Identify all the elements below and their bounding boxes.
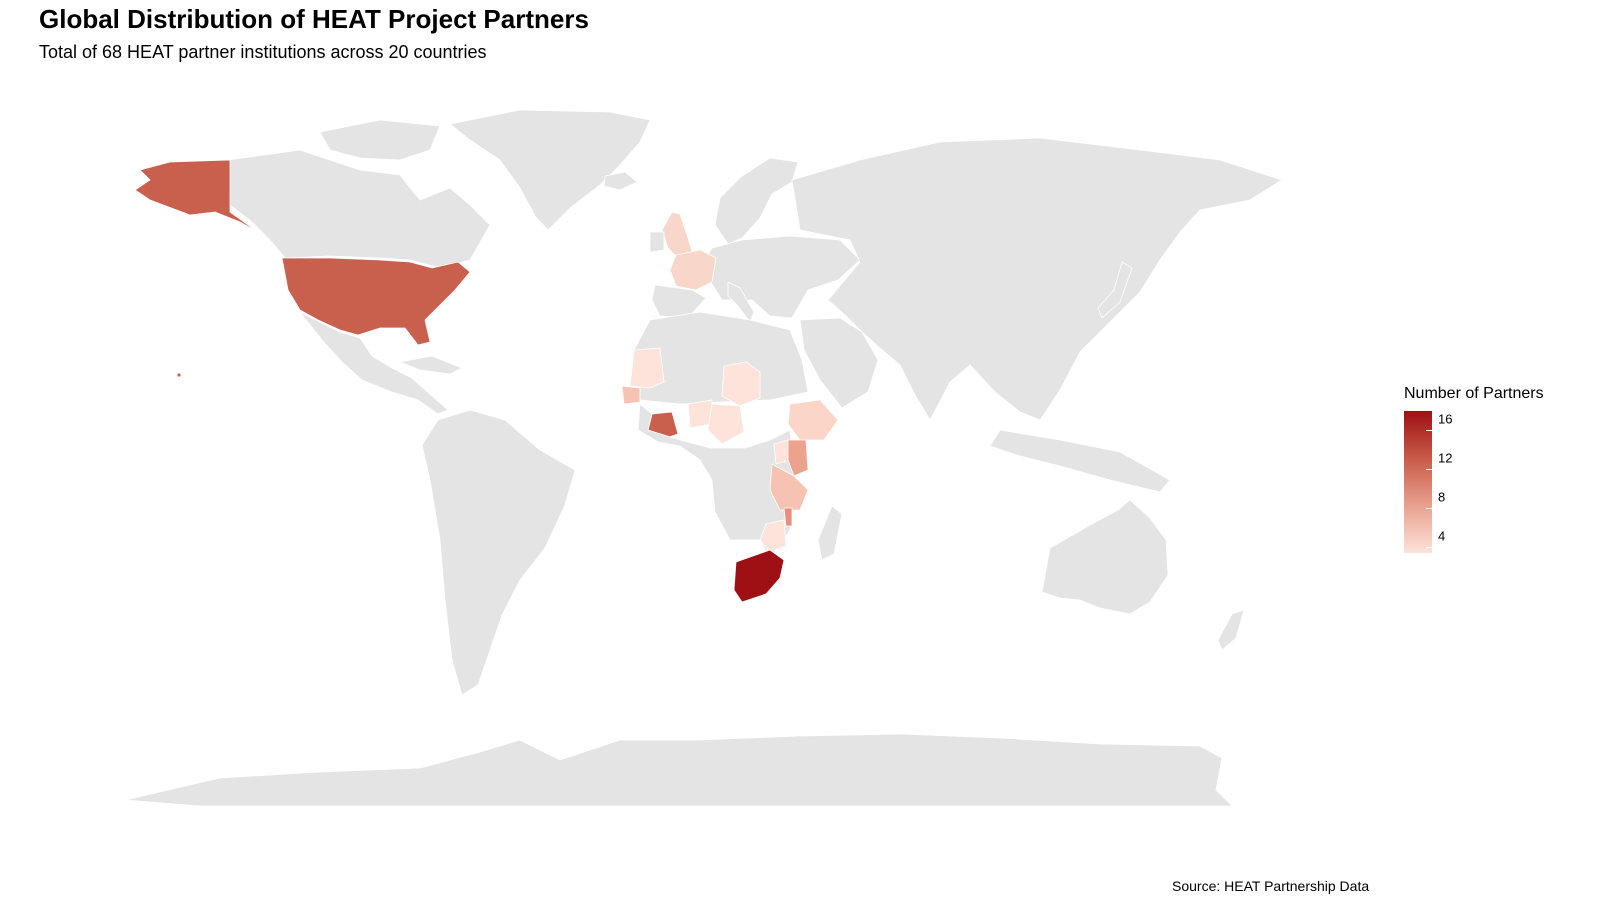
north-africa [629,311,809,405]
legend-tick-mark [1426,547,1432,548]
malawi [783,507,793,527]
ireland [649,231,665,253]
niger [721,361,761,407]
ethiopia [787,399,839,441]
caribbean [398,355,463,375]
legend-tick-label: 16 [1438,411,1453,427]
france [669,249,717,291]
senegal [621,385,641,405]
legend-tick-label: 12 [1438,450,1453,466]
legend-tick-label: 8 [1438,489,1446,505]
legend-tick-mark [1426,469,1432,470]
alaska [134,159,259,233]
iceland [603,171,638,191]
middle-east [799,317,879,409]
south-africa [733,549,785,603]
source-caption: Source: HEAT Partnership Data [1172,878,1370,894]
antarctica [124,733,1233,807]
legend-tick-mark [1426,430,1432,431]
new-zealand [1217,609,1245,651]
russia-asia [791,137,1283,421]
greenland [449,109,651,231]
usa [281,257,471,346]
legend-tick-label: 4 [1438,528,1446,544]
mozambique [759,519,787,553]
legend-colorbar [1404,411,1432,553]
southeast-asia-islands [989,429,1171,493]
japan [1097,261,1133,319]
legend-title: Number of Partners [1404,385,1544,402]
south-america [421,409,576,696]
mexico-central-america [299,311,449,415]
tanzania [769,463,809,511]
australia [1041,499,1169,615]
hawaii [176,372,182,378]
legend: Number of Partners 16 12 8 4 [1404,385,1574,565]
chart-subtitle: Total of 68 HEAT partner institutions ac… [39,42,487,62]
kenya [787,439,809,477]
canada [227,149,491,269]
chart-title: Global Distribution of HEAT Project Part… [39,4,589,34]
mali [629,347,665,389]
scandinavia [714,157,799,245]
arctic-islands [319,119,441,161]
legend-tick-mark [1426,508,1432,509]
burkina-faso [687,399,713,429]
madagascar [817,505,843,561]
nigeria [707,403,745,445]
